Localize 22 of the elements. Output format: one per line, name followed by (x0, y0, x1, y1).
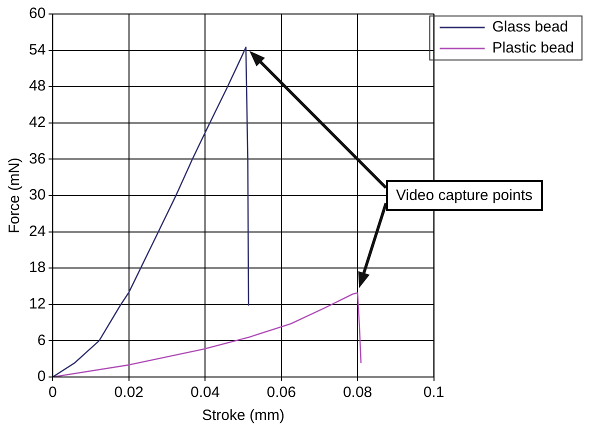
y-tick-label: 6 (37, 332, 46, 349)
y-axis-title: Force (mN) (6, 158, 24, 234)
x-tick-label: 0 (48, 384, 57, 402)
y-tick-label: 30 (28, 186, 46, 204)
y-tick-label: 12 (28, 296, 46, 313)
y-tick-label: 24 (28, 222, 46, 240)
x-tick-label: 0.1 (423, 384, 444, 402)
y-tick-label: 60 (28, 5, 46, 22)
legend-label: Plastic bead (492, 40, 574, 57)
annotation: Video capture points (386, 180, 542, 211)
y-tick-label: 42 (28, 114, 46, 132)
y-tick-label: 0 (37, 368, 46, 386)
y-tick-label: 54 (28, 41, 46, 58)
y-tick-label: 36 (28, 150, 46, 168)
x-axis-title: Stroke (mm) (202, 407, 284, 424)
x-tick-label: 0.02 (114, 384, 144, 402)
x-tick-label: 0.04 (190, 384, 220, 402)
legend-label: Glass bead (492, 18, 568, 36)
x-tick-label: 0.06 (266, 384, 296, 402)
y-tick-label: 18 (28, 259, 46, 276)
y-tick-label: 48 (28, 78, 46, 95)
x-tick-label: 0.08 (342, 384, 372, 402)
